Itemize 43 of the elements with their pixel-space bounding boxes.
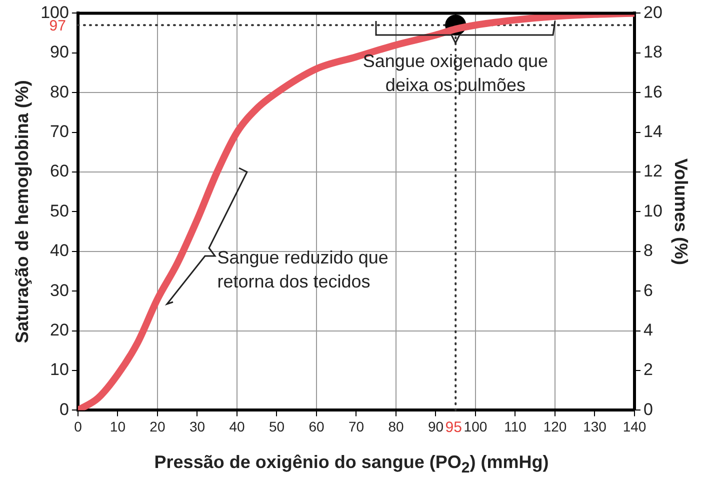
- y-tick-label: 10: [50, 360, 69, 380]
- annotation: Sangue oxigenado que deixa os pulmões: [362, 51, 548, 96]
- y2-axis-title: Volumes (%): [671, 158, 692, 266]
- y-tick-label: 0: [59, 400, 69, 419]
- y2-tick-label: 10: [643, 201, 662, 220]
- y2-tick-label: 4: [643, 320, 653, 340]
- x-tick-label: 130: [583, 418, 607, 434]
- ref-line-label: 95: [445, 418, 462, 436]
- y-axis-title: Saturação de hemoglobina (%): [12, 80, 32, 344]
- y2-tick-label: 2: [643, 360, 653, 380]
- y2-tick-label: 20: [643, 2, 662, 22]
- y2-tick-label: 14: [643, 122, 662, 141]
- y2-tick-label: 12: [643, 162, 662, 181]
- x-tick-label: 10: [110, 418, 126, 434]
- y-tick-label: 80: [50, 82, 69, 102]
- x-axis-title: Pressão de oxigênio do sangue (PO$_{2}$) (mmHg): [153, 452, 550, 477]
- x-tick-label: 70: [348, 418, 364, 434]
- y-tick-label: 30: [50, 280, 69, 300]
- x-tick-label: 50: [268, 418, 285, 434]
- x-tick-label: 30: [189, 418, 206, 434]
- y-tick-label: 90: [50, 42, 69, 62]
- y-tick-label: 60: [50, 162, 69, 181]
- x-tick-label: 110: [504, 418, 527, 434]
- x-tick-label: 40: [229, 418, 245, 434]
- annotation: Sangue reduzido que retorna dos tecidos: [217, 248, 388, 292]
- y2-tick-label: 16: [643, 82, 662, 102]
- x-tick-label: 100: [464, 418, 488, 434]
- y-tick-label: 70: [50, 122, 69, 141]
- x-tick-label: 0: [74, 418, 82, 434]
- x-tick-label: 60: [308, 418, 324, 434]
- x-tick-label: 120: [543, 418, 567, 434]
- x-tick-label: 20: [150, 418, 166, 434]
- x-tick-label: 90: [428, 418, 444, 434]
- y-tick-label: 40: [50, 241, 69, 260]
- y-tick-label: 20: [50, 320, 69, 340]
- x-tick-label: 80: [388, 418, 404, 434]
- x-tick-label: 140: [622, 418, 646, 434]
- y-tick-label: 50: [50, 201, 69, 220]
- y2-tick-label: 18: [643, 42, 662, 62]
- y2-tick-label: 8: [643, 241, 653, 260]
- y2-tick-label: 0: [643, 400, 653, 419]
- ref-line-label: 97: [49, 17, 66, 34]
- y2-tick-label: 6: [643, 280, 653, 300]
